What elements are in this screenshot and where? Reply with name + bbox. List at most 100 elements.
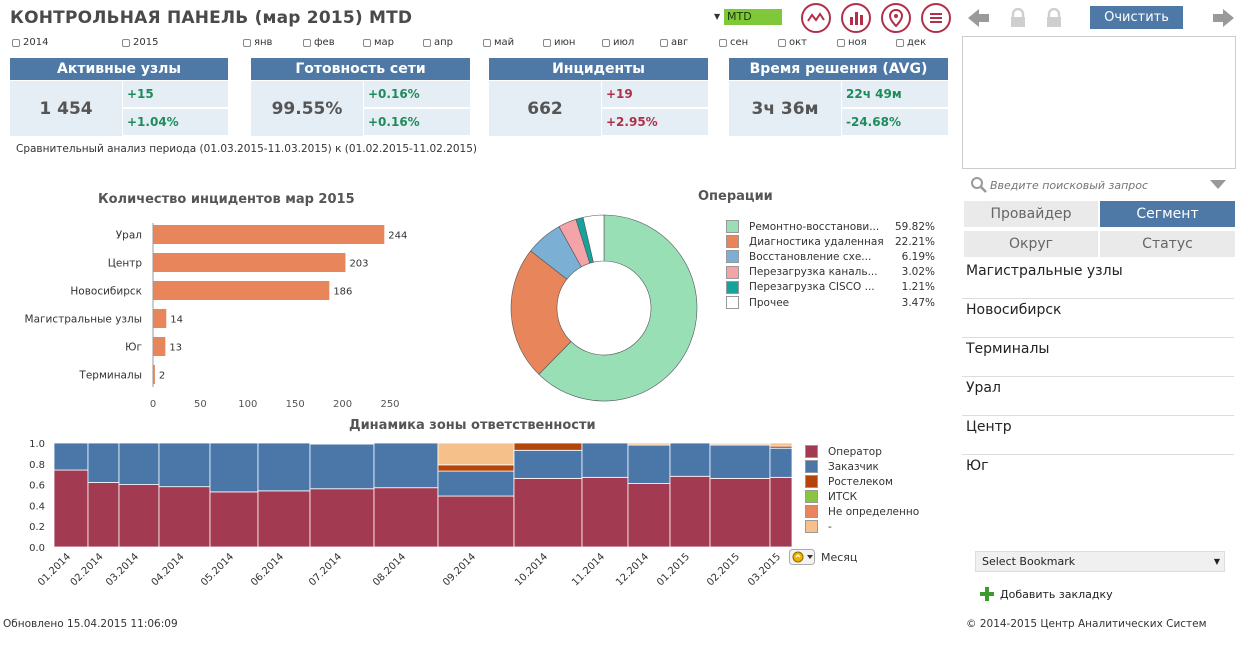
list-item[interactable]: Урал (962, 377, 1234, 416)
add-bookmark-button[interactable]: Добавить закладку (980, 587, 1113, 601)
forward-arrow-icon[interactable] (1212, 8, 1234, 28)
x-tick-label: 07.2014 (307, 551, 344, 588)
filter-month-nov[interactable]: ноя (837, 37, 867, 48)
stack-segment (581, 442, 629, 478)
month-dimension-control[interactable]: Месяц (789, 549, 857, 565)
legend-item[interactable]: Прочее 3.47% (726, 295, 936, 310)
legend-value: 6.19% (901, 250, 935, 263)
legend-label: Ремонтно-восстанови... (749, 220, 880, 233)
back-arrow-icon[interactable] (968, 8, 990, 28)
stack-segment (627, 442, 671, 446)
bookmark-select[interactable]: Select Bookmark ▼ (975, 551, 1225, 572)
selection-panel (962, 36, 1236, 169)
checkbox-icon (778, 38, 786, 47)
filter-month-may[interactable]: май (483, 37, 514, 48)
legend-item[interactable]: Диагностика удаленная 22.21% (726, 234, 936, 249)
line-chart-button[interactable] (801, 3, 831, 33)
x-tick-label: 0 (150, 399, 156, 410)
filter-year-2015[interactable]: 2015 (122, 37, 158, 48)
lock-icon[interactable] (1008, 8, 1028, 28)
list-item[interactable]: Терминалы (962, 338, 1234, 377)
menu-icon (930, 13, 942, 23)
incidents-bar-chart[interactable]: Урал 244 Центр 203 Новосибирск 186 Магистральн… (0, 215, 470, 410)
chevron-down-icon[interactable] (1210, 180, 1226, 190)
clear-button[interactable]: Очистить (1090, 6, 1183, 29)
legend-swatch (805, 490, 818, 503)
filter-month-aug[interactable]: авг (660, 37, 688, 48)
legend-item[interactable]: Перезагрузка CISCO ... 1.21% (726, 280, 936, 295)
filter-month-dec[interactable]: дек (896, 37, 926, 48)
kpi-card-active-nodes: 1 454 +15 +1.04% (10, 81, 228, 136)
list-item[interactable]: Магистральные узлы (962, 260, 1234, 299)
filter-month-jun[interactable]: июн (543, 37, 575, 48)
list-item[interactable]: Юг (966, 458, 989, 474)
filter-year-2014[interactable]: 2014 (12, 37, 48, 48)
legend-item[interactable]: Ремонтно-восстанови... 59.82% (726, 219, 936, 234)
legend-swatch (726, 280, 739, 294)
map-button[interactable] (881, 3, 911, 33)
x-tick-label: 04.2014 (150, 551, 187, 588)
kpi-value: 99.55% (251, 81, 363, 136)
list-item[interactable]: Центр (962, 416, 1234, 455)
legend-item[interactable]: Ростелеком (805, 474, 893, 489)
legend-value: 3.47% (901, 296, 935, 309)
bar-value-label: 186 (333, 287, 352, 298)
tab-provider[interactable]: Провайдер (964, 201, 1098, 227)
stack-segment (158, 486, 211, 548)
kpi-card-network-readiness: 99.55% +0.16% +0.16% (251, 81, 470, 136)
tab-status[interactable]: Статус (1100, 231, 1235, 257)
filter-month-mar[interactable]: мар (363, 37, 394, 48)
y-tick-label: 0.0 (29, 543, 45, 554)
responsibility-chart-title: Динамика зоны ответственности (349, 418, 596, 433)
bar-chart-button[interactable] (841, 3, 871, 33)
updated-timestamp: Обновлено 15.04.2015 11:06:09 (3, 618, 178, 630)
unlock-icon[interactable] (1044, 8, 1064, 28)
legend-item[interactable]: - (805, 519, 832, 534)
filter-month-apr[interactable]: апр (423, 37, 453, 48)
month-dimension-label: Месяц (821, 550, 858, 564)
x-tick-label: 03.2015 (746, 551, 783, 588)
menu-button[interactable] (921, 3, 951, 33)
legend-item[interactable]: ИТСК (805, 489, 857, 504)
plus-icon (980, 587, 994, 601)
stack-segment (769, 447, 793, 478)
legend-label: Прочее (749, 296, 790, 309)
stack-segment (709, 442, 771, 445)
list-item[interactable]: Новосибирск (962, 299, 1234, 338)
legend-label: Диагностика удаленная (749, 235, 884, 248)
stack-segment (437, 470, 515, 497)
checkbox-icon (363, 38, 371, 47)
legend-item[interactable]: Заказчик (805, 459, 879, 474)
legend-value: 22.21% (894, 235, 935, 248)
tab-district[interactable]: Округ (964, 231, 1098, 257)
legend-item[interactable]: Перезагрузка каналь... 3.02% (726, 265, 936, 280)
legend-swatch (726, 296, 739, 309)
filter-month-feb[interactable]: фев (303, 37, 335, 48)
x-tick-label: 02.2014 (69, 551, 106, 588)
kpi-card-resolution-time: 3ч 36м 22ч 49м -24.68% (729, 81, 948, 136)
period-select[interactable]: ▼ MTD (714, 9, 782, 25)
kpi-delta-abs: 22ч 49м (842, 81, 948, 107)
legend-value: 59.82% (894, 220, 935, 233)
filter-month-jul[interactable]: июл (602, 37, 634, 48)
y-tick-label: 0.6 (29, 481, 45, 492)
legend-item[interactable]: Оператор (805, 444, 882, 459)
search-input[interactable] (990, 176, 1205, 194)
kpi-delta-pct: +0.16% (364, 109, 470, 135)
legend-swatch (726, 220, 739, 233)
kpi-title-resolution-time: Время решения (AVG) (729, 58, 948, 80)
kpi-value: 662 (489, 81, 601, 136)
cycle-dimension-icon[interactable] (789, 549, 815, 565)
legend-item[interactable]: Восстановление схе... 6.19% (726, 249, 936, 264)
period-compare-note: Сравнительный анализ периода (01.03.2015… (16, 143, 478, 155)
stack-segment (257, 490, 311, 548)
tab-segment[interactable]: Сегмент (1100, 201, 1235, 227)
filter-month-oct[interactable]: окт (778, 37, 807, 48)
filter-month-sep[interactable]: сен (719, 37, 748, 48)
stack-segment (769, 442, 793, 447)
operations-donut-chart[interactable] (506, 209, 706, 409)
bar-category-label: Новосибирск (70, 286, 142, 298)
filter-month-jan[interactable]: янв (243, 37, 272, 48)
legend-item[interactable]: Не определенно (805, 504, 919, 519)
